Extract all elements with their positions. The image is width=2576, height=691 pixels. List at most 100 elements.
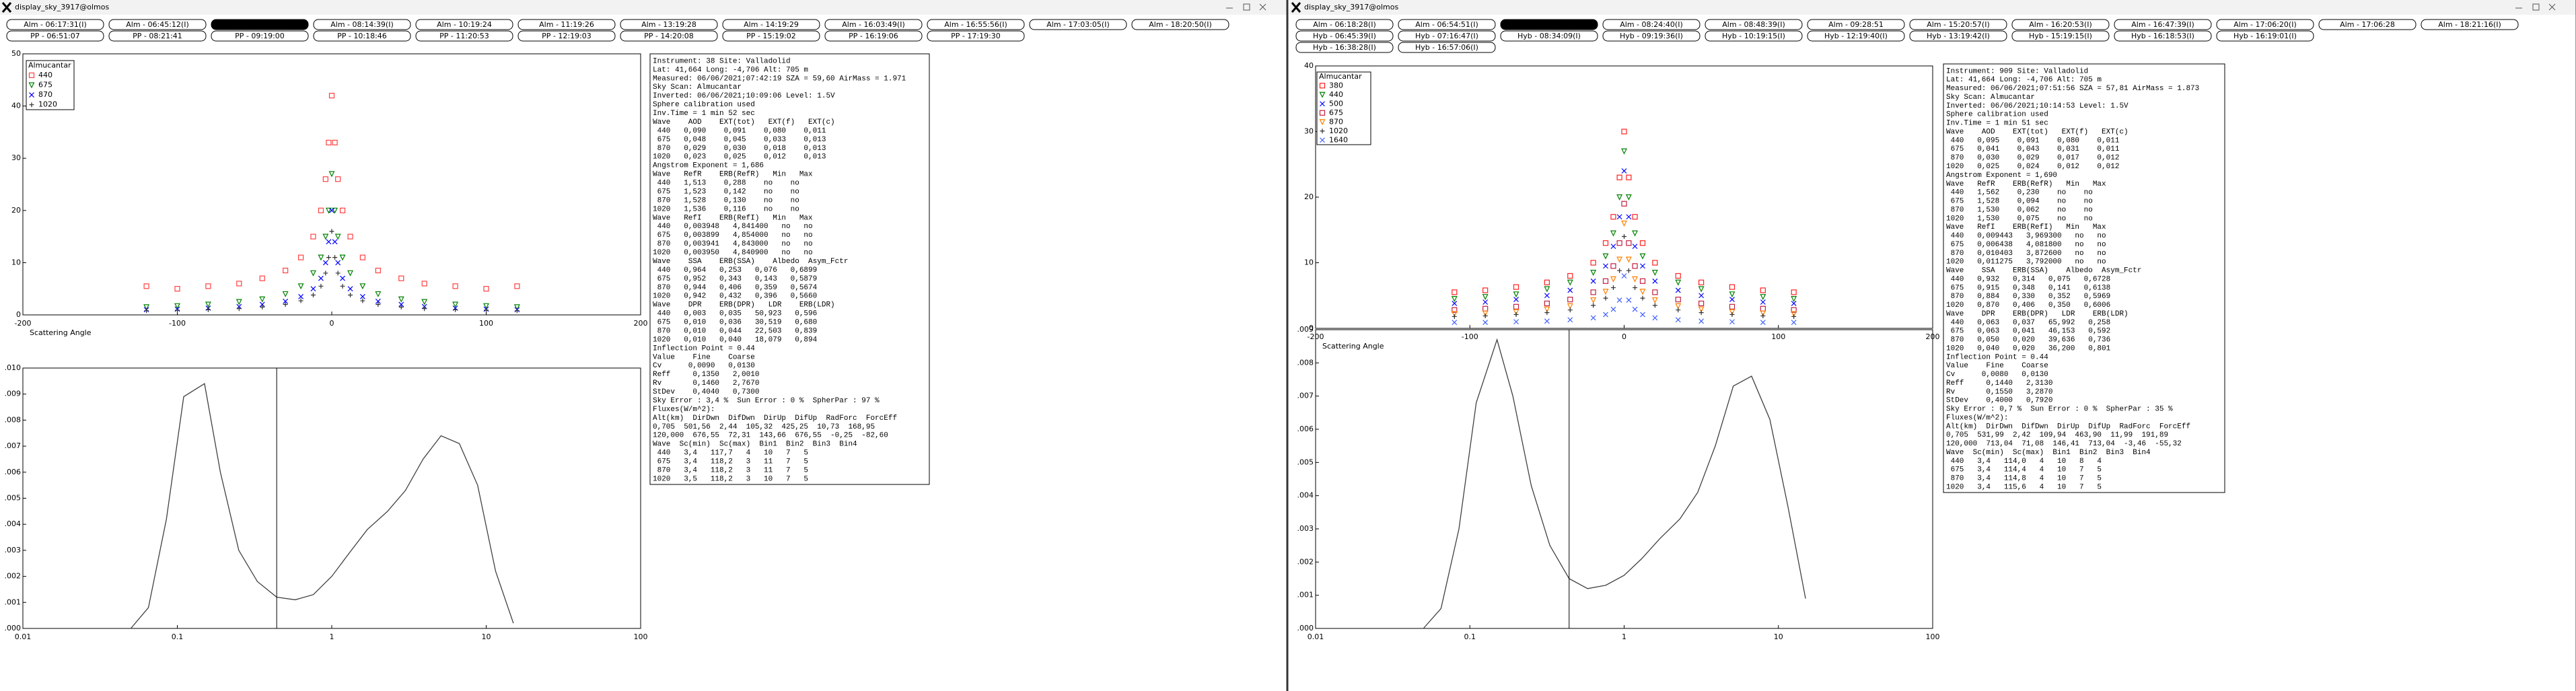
tab-button[interactable] [2318, 19, 2417, 30]
tab-button[interactable] [313, 19, 411, 30]
tab-button[interactable] [2114, 30, 2212, 42]
tab-label[interactable]: Alm - 16:47:39(I) [2131, 20, 2194, 29]
tab-label[interactable]: Hyb - 07:16:47(I) [1415, 32, 1478, 40]
data-point [332, 239, 338, 245]
tab-label[interactable]: Alm - 07:42:19(I) [228, 20, 291, 29]
tab-button[interactable] [313, 30, 411, 42]
tab-button[interactable] [620, 19, 718, 30]
tab-label[interactable]: Alm - 07:51:56(I) [1517, 20, 1581, 29]
maximize-button[interactable] [1243, 3, 1250, 11]
tab-button[interactable] [1131, 19, 1229, 30]
tab-button[interactable] [211, 30, 309, 42]
tab-label[interactable]: Hyb - 09:19:36(I) [1620, 32, 1683, 40]
tab-label[interactable]: Hyb - 06:45:39(I) [1313, 32, 1376, 40]
tab-label[interactable]: PP - 17:19:30 [951, 32, 1001, 40]
tab-label[interactable]: Alm - 15:20:57(I) [1927, 20, 1990, 29]
tab-label[interactable]: PP - 08:21:41 [133, 32, 182, 40]
tab-button[interactable] [1602, 19, 1701, 30]
tab-button[interactable] [2421, 19, 2519, 30]
tab-button[interactable] [1909, 30, 2007, 42]
tab-label[interactable]: Alm - 18:20:50(I) [1149, 20, 1212, 29]
tab-label[interactable]: Alm - 14:19:29 [744, 20, 799, 29]
tab-label[interactable]: Alm - 09:28:51 [1828, 20, 1884, 29]
tab-button[interactable] [824, 19, 923, 30]
tab-button[interactable] [1398, 19, 1496, 30]
tab-label[interactable]: PP - 10:18:46 [337, 32, 387, 40]
tab-label[interactable]: Hyb - 16:57:06(I) [1415, 43, 1478, 52]
tab-button[interactable] [1295, 42, 1394, 53]
maximize-button[interactable] [2532, 3, 2540, 11]
data-point [335, 270, 341, 276]
tab-button[interactable] [108, 19, 207, 30]
tab-button[interactable] [2114, 19, 2212, 30]
tab-button[interactable] [1029, 19, 1127, 30]
tab-label[interactable]: Alm - 06:18:28(I) [1313, 20, 1376, 29]
tab-label[interactable]: Alm - 17:06:28 [2340, 20, 2395, 29]
tab-button[interactable] [722, 19, 820, 30]
tab-label[interactable]: Alm - 08:48:39(I) [1722, 20, 1785, 29]
tab-button[interactable] [1295, 30, 1394, 42]
tab-button[interactable] [927, 30, 1025, 42]
tab-button[interactable] [1295, 19, 1394, 30]
tab-label[interactable]: Alm - 06:45:12(I) [126, 20, 189, 29]
tab-button[interactable] [620, 30, 718, 42]
tab-label[interactable]: Alm - 08:14:39(I) [330, 20, 394, 29]
tab-label[interactable]: PP - 06:51:07 [30, 32, 80, 40]
tab-button[interactable] [1705, 19, 1803, 30]
tab-button[interactable] [415, 19, 513, 30]
tab-button[interactable] [211, 19, 309, 30]
tab-label[interactable]: Hyb - 12:19:40(I) [1824, 32, 1888, 40]
tab-label[interactable]: Alm - 11:19:26 [539, 20, 594, 29]
tab-label[interactable]: Alm - 16:20:53(I) [2029, 20, 2092, 29]
tab-label[interactable]: Hyb - 16:18:53(I) [2131, 32, 2194, 40]
tab-button[interactable] [1500, 19, 1598, 30]
tab-label[interactable]: PP - 16:19:06 [849, 32, 898, 40]
tab-button[interactable] [824, 30, 923, 42]
tab-label[interactable]: PP - 11:20:53 [439, 32, 489, 40]
tab-button[interactable] [1602, 30, 1701, 42]
tab-button[interactable] [1705, 30, 1803, 42]
tab-label[interactable]: Hyb - 15:19:15(I) [2029, 32, 2092, 40]
tab-button[interactable] [6, 30, 104, 42]
tab-label[interactable]: Hyb - 10:19:15(I) [1722, 32, 1785, 40]
tab-label[interactable]: PP - 09:19:00 [235, 32, 285, 40]
tab-button[interactable] [927, 19, 1025, 30]
tab-button[interactable] [722, 30, 820, 42]
tab-label[interactable]: Alm - 17:06:20(I) [2233, 20, 2297, 29]
tab-label[interactable]: PP - 15:19:02 [746, 32, 796, 40]
tab-button[interactable] [1398, 42, 1496, 53]
tab-button[interactable] [2011, 19, 2110, 30]
tab-button[interactable] [517, 19, 616, 30]
tab-label[interactable]: Alm - 18:21:16(I) [2438, 20, 2501, 29]
tab-label[interactable]: PP - 12:19:03 [542, 32, 592, 40]
close-button[interactable] [2548, 3, 2556, 11]
tab-button[interactable] [108, 30, 207, 42]
tab-label[interactable]: Hyb - 16:38:28(I) [1313, 43, 1376, 52]
tab-label[interactable]: Alm - 08:24:40(I) [1620, 20, 1683, 29]
tab-label[interactable]: Alm - 06:17:31(I) [24, 20, 87, 29]
tab-label[interactable]: Alm - 16:03:49(I) [842, 20, 905, 29]
tab-label[interactable]: Alm - 06:54:51(I) [1415, 20, 1478, 29]
tab-button[interactable] [2011, 30, 2110, 42]
tab-button[interactable] [1398, 30, 1496, 42]
tab-button[interactable] [1807, 30, 1905, 42]
tab-button[interactable] [517, 30, 616, 42]
tab-label[interactable]: Hyb - 16:19:01(I) [2233, 32, 2297, 40]
tab-label[interactable]: Alm - 16:55:56(I) [944, 20, 1007, 29]
info-line: 1020 0,942 0,432 0,396 0,5660 [653, 293, 817, 301]
tab-label[interactable]: Alm - 13:19:28 [641, 20, 696, 29]
tab-button[interactable] [1500, 30, 1598, 42]
tab-button[interactable] [1807, 19, 1905, 30]
close-button[interactable] [1259, 3, 1266, 11]
tab-label[interactable]: Alm - 10:19:24 [437, 20, 492, 29]
tab-button[interactable] [2216, 19, 2314, 30]
tab-label[interactable]: Alm - 17:03:05(I) [1046, 20, 1110, 29]
tab-label[interactable]: PP - 14:20:08 [644, 32, 694, 40]
tab-button[interactable] [1909, 19, 2007, 30]
data-point [1632, 306, 1638, 312]
tab-button[interactable] [6, 19, 104, 30]
tab-button[interactable] [2216, 30, 2314, 42]
tab-label[interactable]: Hyb - 13:19:42(I) [1927, 32, 1990, 40]
tab-button[interactable] [415, 30, 513, 42]
tab-label[interactable]: Hyb - 08:34:09(I) [1517, 32, 1581, 40]
